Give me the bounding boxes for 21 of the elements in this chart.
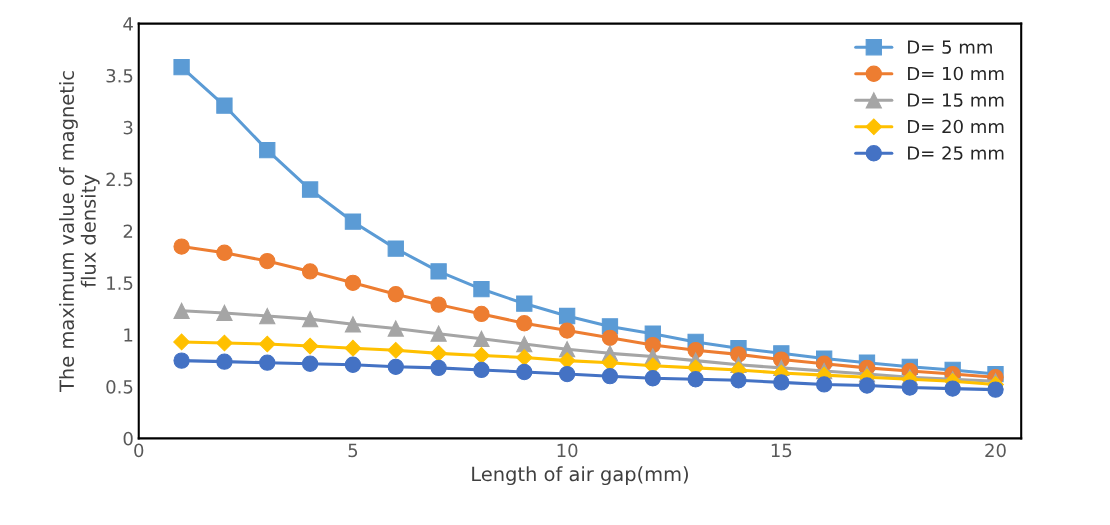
- y-tick-label: 1.5: [107, 276, 133, 290]
- y-tick-label: 0.5: [106, 379, 133, 394]
- legend-label: D= 15 mm: [908, 93, 1004, 107]
- y-axis-title: The maximum value of magnetic flux density: [59, 71, 100, 393]
- x-axis-title: Length of air gap(mm): [472, 466, 688, 486]
- legend-label: D= 10 mm: [908, 66, 1004, 81]
- x-tick-label: 0: [134, 443, 144, 458]
- legend-label: D= 5 mm: [908, 40, 992, 54]
- legend-label: D= 20 mm: [908, 119, 1004, 134]
- y-tick-label: 2.5: [106, 172, 133, 187]
- y-tick-label: 4: [123, 17, 133, 31]
- y-tick-label: 3: [123, 120, 133, 135]
- x-tick-label: 5: [348, 443, 358, 458]
- legend-label: D= 25 mm: [908, 146, 1004, 160]
- x-tick-label: 20: [985, 443, 1006, 458]
- y-tick-label: 2: [123, 224, 133, 238]
- x-tick-label: 15: [771, 443, 792, 458]
- y-tick-label: 0: [123, 431, 133, 446]
- x-tick-label: 10: [557, 443, 578, 458]
- y-tick-label: 3.5: [106, 68, 133, 83]
- y-tick-label: 1: [124, 328, 133, 342]
